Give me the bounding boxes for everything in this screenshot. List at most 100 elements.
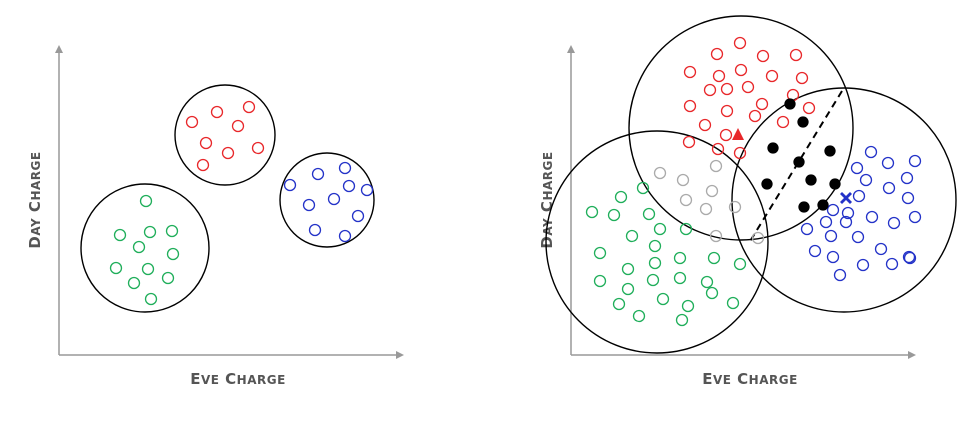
- right-panel: EVE CHARGE DAY CHARGE: [538, 15, 957, 388]
- right-green-cluster-boundary: [545, 130, 769, 354]
- right-black-point: [784, 98, 796, 110]
- right-gray-point: [709, 229, 723, 243]
- right-blue-point: [864, 145, 878, 159]
- left-green-cluster-boundary: [80, 183, 210, 313]
- right-green-point: [705, 286, 719, 300]
- right-blue-cluster-boundary: [731, 87, 957, 313]
- right-blue-point: [808, 244, 822, 258]
- right-blue-point: [885, 257, 899, 271]
- left-green-point: [109, 261, 123, 275]
- left-blue-cluster-boundary: [279, 152, 375, 248]
- right-green-point: [656, 292, 670, 306]
- left-green-point: [141, 262, 155, 276]
- right-gray-point: [699, 202, 713, 216]
- right-red-point: [733, 146, 747, 160]
- right-red-point: [711, 142, 725, 156]
- dashed-divider-line: [748, 90, 843, 244]
- right-green-point: [593, 246, 607, 260]
- right-gray-point: [728, 200, 742, 214]
- left-red-point: [196, 158, 210, 172]
- left-blue-point: [338, 229, 352, 243]
- right-red-point: [776, 115, 790, 129]
- right-gray-point: [679, 193, 693, 207]
- right-green-point: [621, 262, 635, 276]
- left-red-cluster-boundary: [174, 84, 276, 186]
- right-blue-point: [903, 251, 917, 265]
- blue-centroid-cross-icon: [840, 192, 852, 204]
- right-blue-point: [850, 161, 864, 175]
- left-green-point: [165, 224, 179, 238]
- left-red-point: [210, 105, 224, 119]
- right-red-point: [765, 69, 779, 83]
- red-centroid-triangle-icon: [732, 128, 744, 140]
- right-green-point: [621, 282, 635, 296]
- right-red-point: [682, 135, 696, 149]
- right-blue-point: [865, 210, 879, 224]
- right-red-point: [741, 80, 755, 94]
- right-x-axis-label: EVE CHARGE: [702, 370, 798, 388]
- right-blue-point: [819, 215, 833, 229]
- right-green-point: [625, 229, 639, 243]
- right-red-point: [698, 118, 712, 132]
- right-blue-point: [887, 216, 901, 230]
- right-green-point: [593, 274, 607, 288]
- right-green-point: [675, 313, 689, 327]
- right-red-point: [789, 48, 803, 62]
- left-green-point: [166, 247, 180, 261]
- left-green-point: [113, 228, 127, 242]
- right-blue-point: [859, 173, 873, 187]
- right-gray-point: [676, 173, 690, 187]
- left-blue-point: [360, 183, 374, 197]
- right-green-point: [636, 181, 650, 195]
- left-green-point: [132, 240, 146, 254]
- right-gray-point: [705, 184, 719, 198]
- right-green-point: [679, 222, 693, 236]
- left-green-point: [161, 271, 175, 285]
- right-black-point: [805, 174, 817, 186]
- right-green-point: [653, 222, 667, 236]
- right-green-point: [614, 190, 628, 204]
- left-blue-point: [338, 161, 352, 175]
- left-red-point: [251, 141, 265, 155]
- left-x-axis-label: EVE CHARGE: [190, 370, 286, 388]
- right-black-point: [793, 156, 805, 168]
- right-black-point: [761, 178, 773, 190]
- right-red-point: [795, 71, 809, 85]
- right-black-point: [829, 178, 841, 190]
- right-green-point: [726, 296, 740, 310]
- right-points: [585, 36, 922, 327]
- right-y-axis-label: DAY CHARGE: [538, 151, 556, 248]
- right-red-point: [720, 82, 734, 96]
- right-blue-point: [902, 250, 916, 264]
- right-blue-point: [851, 230, 865, 244]
- right-red-point: [710, 47, 724, 61]
- right-green-point: [648, 256, 662, 270]
- left-red-point: [199, 136, 213, 150]
- left-points: [109, 100, 374, 306]
- right-green-point: [681, 299, 695, 313]
- right-blue-point: [826, 203, 840, 217]
- right-blue-point: [856, 258, 870, 272]
- right-red-point: [755, 97, 769, 111]
- right-blue-point: [826, 250, 840, 264]
- right-black-point: [767, 142, 779, 154]
- right-green-point: [646, 273, 660, 287]
- right-green-point: [612, 297, 626, 311]
- right-gray-point: [653, 166, 667, 180]
- right-red-point: [712, 69, 726, 83]
- left-blue-point: [302, 198, 316, 212]
- left-green-point: [144, 292, 158, 306]
- left-y-axis-label: DAY CHARGE: [26, 151, 44, 248]
- right-blue-point: [852, 189, 866, 203]
- left-blue-point: [342, 179, 356, 193]
- left-blue-point: [327, 192, 341, 206]
- right-gray-point: [709, 159, 723, 173]
- right-red-point: [719, 128, 733, 142]
- right-red-point: [683, 65, 697, 79]
- right-red-point: [703, 83, 717, 97]
- right-blue-point: [874, 242, 888, 256]
- right-blue-point: [833, 268, 847, 282]
- right-red-point: [802, 101, 816, 115]
- right-blue-point: [882, 181, 896, 195]
